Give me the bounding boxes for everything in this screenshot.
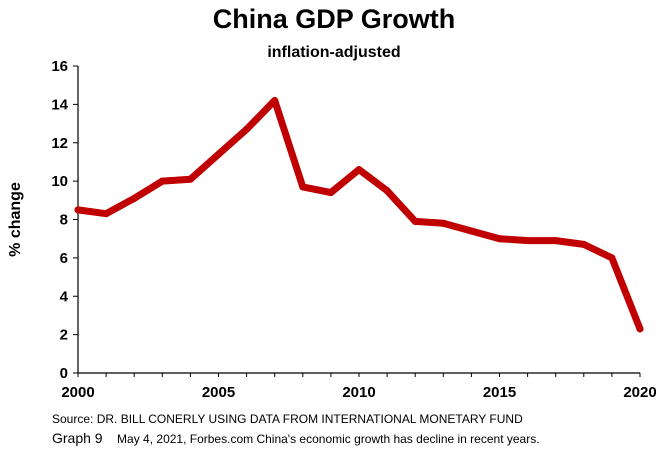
y-tick-label: 16 [51, 58, 68, 75]
data-point [186, 175, 194, 183]
graph-label: Graph 9 [52, 430, 103, 446]
data-point [552, 237, 560, 245]
data-point [608, 254, 616, 262]
y-tick-label: 4 [60, 288, 69, 305]
caption-note: May 4, 2021, Forbes.com China's economic… [117, 432, 540, 446]
x-tick-label: 2000 [61, 384, 94, 401]
data-point [271, 97, 279, 105]
data-point [439, 219, 447, 227]
data-point [327, 189, 335, 197]
data-point [636, 325, 644, 333]
data-point [524, 237, 532, 245]
y-tick-label: 2 [60, 327, 68, 344]
data-point [411, 217, 419, 225]
y-tick-label: 6 [60, 250, 68, 267]
data-point [467, 227, 475, 235]
y-tick-label: 14 [51, 96, 68, 113]
data-point [580, 240, 588, 248]
data-point [102, 210, 110, 218]
data-point [74, 206, 82, 214]
x-tick-label: 2005 [202, 384, 235, 401]
x-tick-label: 2020 [623, 384, 656, 401]
data-point [243, 125, 251, 133]
chart-title: China GDP Growth [212, 4, 456, 34]
data-point [158, 177, 166, 185]
y-tick-label: 0 [60, 365, 68, 382]
y-tick-label: 12 [51, 135, 68, 152]
y-tick-label: 8 [60, 212, 68, 229]
series-line [74, 97, 644, 333]
footer-caption: Graph 9 May 4, 2021, Forbes.com China's … [52, 430, 540, 448]
data-point [299, 183, 307, 191]
axes: 0 2 4 6 8 10 12 14 16 2000 2005 2010 2015 2020 % chang… [7, 58, 657, 401]
plot-marks [74, 97, 644, 333]
x-tick-label: 2010 [342, 384, 375, 401]
data-point [496, 235, 503, 243]
source-note: Source: DR. BILL CONERLY USING DATA FROM… [52, 412, 523, 426]
data-point [383, 187, 391, 195]
y-axis-label: % change [7, 182, 24, 257]
chart-subtitle: inflation-adjusted [267, 44, 401, 61]
y-tick-label: 10 [51, 173, 68, 190]
x-tick-label: 2015 [483, 384, 516, 401]
data-point [215, 150, 222, 158]
data-point [130, 194, 138, 202]
data-point [355, 166, 363, 174]
